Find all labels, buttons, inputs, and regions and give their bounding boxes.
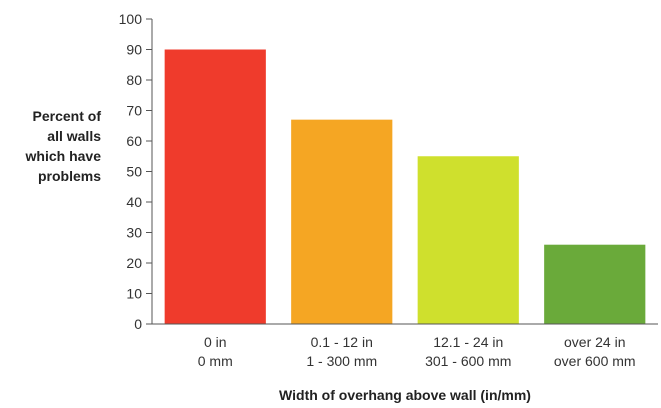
y-axis-title-line: all walls (47, 128, 101, 144)
y-tick-label: 50 (126, 164, 142, 180)
y-tick-label: 30 (126, 225, 142, 241)
bar (417, 156, 519, 324)
y-tick-label: 60 (126, 133, 142, 149)
bar (544, 244, 646, 324)
x-category-label: 0.1 - 12 in (311, 334, 373, 350)
y-tick-label: 90 (126, 42, 142, 58)
x-category-label: 1 - 300 mm (306, 353, 377, 369)
y-tick-label: 80 (126, 72, 142, 88)
x-axis-categories: 0 in 0 mm 0.1 - 12 in 1 - 300 mm 12.1 - 24 i… (198, 334, 636, 369)
bar (291, 119, 393, 325)
x-category-label: 301 - 600 mm (425, 353, 511, 369)
y-axis-title-line: Percent of (33, 108, 102, 124)
y-tick-label: 10 (126, 286, 142, 302)
y-axis-title-line: problems (38, 168, 101, 184)
x-category-label: 0 in (204, 334, 227, 350)
x-axis-title: Width of overhang above wall (in/mm) (279, 387, 531, 403)
x-category-label: over 600 mm (554, 353, 636, 369)
y-tick-label: 0 (134, 316, 142, 332)
bars (164, 49, 646, 325)
y-axis-title: Percent of all walls which have problems (25, 108, 102, 184)
x-category-label: 12.1 - 24 in (433, 334, 503, 350)
x-category-label: 0 mm (198, 353, 233, 369)
y-tick-label: 70 (126, 103, 142, 119)
x-category-label: over 24 in (564, 334, 625, 350)
y-axis-ticks: 0 10 20 30 40 50 60 70 80 90 100 (119, 11, 152, 332)
y-tick-label: 20 (126, 255, 142, 271)
y-tick-label: 40 (126, 194, 142, 210)
y-axis-title-line: which have (25, 148, 102, 164)
bar (164, 49, 266, 324)
y-tick-label: 100 (119, 11, 143, 27)
